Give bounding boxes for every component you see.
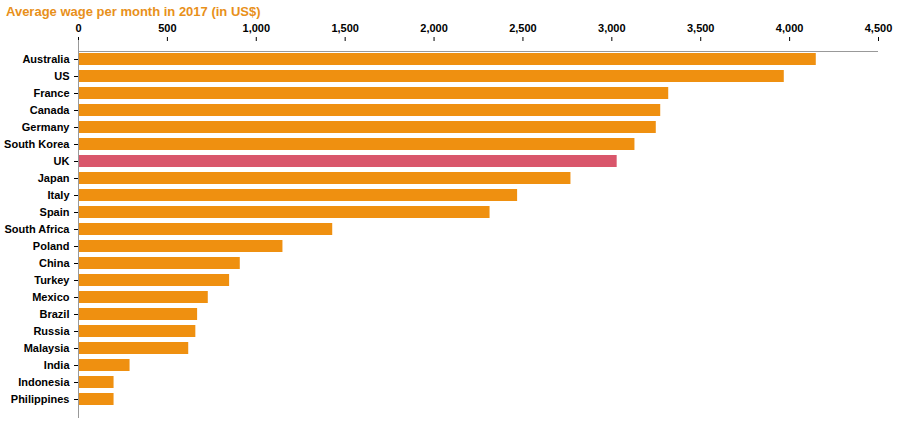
svg-text:1,500: 1,500 [331, 22, 359, 34]
svg-text:US: US [54, 70, 69, 82]
svg-text:Germany: Germany [22, 121, 71, 133]
svg-text:South Korea: South Korea [4, 138, 70, 150]
svg-text:South Africa: South Africa [5, 223, 71, 235]
svg-text:Brazil: Brazil [40, 308, 70, 320]
svg-text:2,500: 2,500 [509, 22, 537, 34]
svg-text:Mexico: Mexico [32, 291, 70, 303]
svg-text:500: 500 [158, 22, 176, 34]
svg-text:Japan: Japan [38, 172, 70, 184]
svg-text:India: India [44, 359, 71, 371]
svg-text:Indonesia: Indonesia [18, 376, 70, 388]
svg-text:2,000: 2,000 [420, 22, 448, 34]
svg-text:France: France [33, 87, 69, 99]
svg-text:Russia: Russia [33, 325, 70, 337]
svg-text:Italy: Italy [47, 189, 70, 201]
svg-text:4,500: 4,500 [865, 22, 893, 34]
svg-text:3,500: 3,500 [687, 22, 715, 34]
svg-text:1,000: 1,000 [243, 22, 271, 34]
svg-text:UK: UK [54, 155, 70, 167]
svg-text:Spain: Spain [40, 206, 70, 218]
svg-text:Malaysia: Malaysia [24, 342, 71, 354]
html-text:Average wage per month in 2017: Average wage per month in 2017 (in US$) [6, 4, 261, 19]
svg-text:Canada: Canada [30, 104, 71, 116]
svg-text:Australia: Australia [22, 53, 70, 65]
svg-text:China: China [39, 257, 70, 269]
svg-text:0: 0 [75, 22, 81, 34]
svg-text:Turkey: Turkey [34, 274, 70, 286]
svg-text:4,000: 4,000 [776, 22, 804, 34]
svg-text:Philippines: Philippines [11, 393, 70, 405]
svg-text:3,000: 3,000 [598, 22, 626, 34]
svg-text:Poland: Poland [33, 240, 70, 252]
